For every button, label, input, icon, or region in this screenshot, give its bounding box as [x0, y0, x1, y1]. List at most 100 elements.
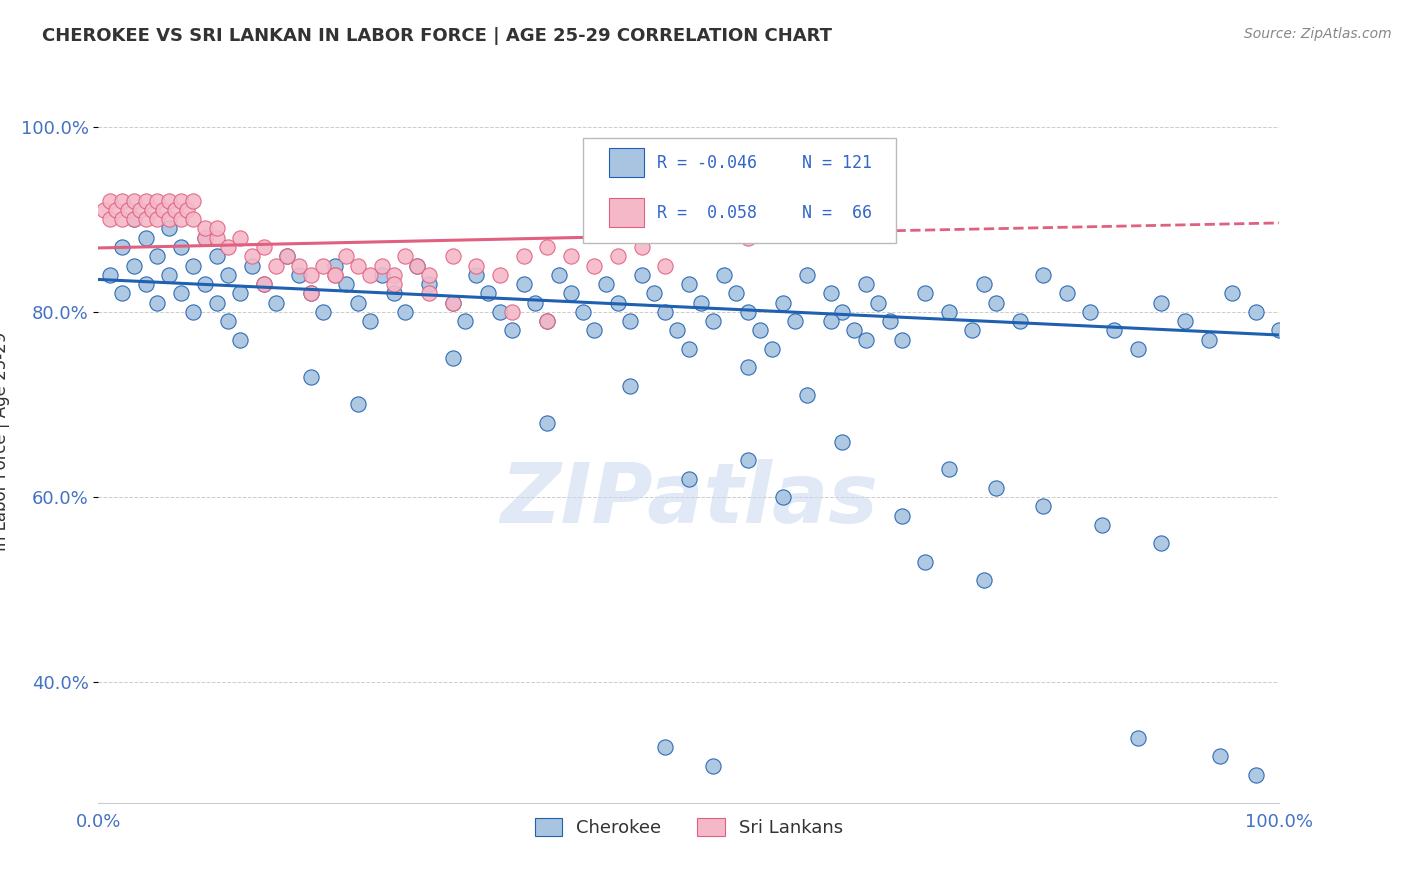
Point	[205, 231, 228, 245]
Point	[157, 194, 180, 208]
Point	[146, 212, 169, 227]
Point	[217, 268, 239, 282]
Point	[135, 231, 157, 245]
Point	[512, 249, 534, 263]
Point	[855, 333, 877, 347]
Point	[583, 259, 606, 273]
FancyBboxPatch shape	[609, 148, 644, 178]
Point	[229, 231, 252, 245]
Point	[98, 268, 121, 282]
Point	[914, 286, 936, 301]
Point	[170, 286, 193, 301]
Legend: Cherokee, Sri Lankans: Cherokee, Sri Lankans	[527, 811, 851, 845]
Point	[548, 268, 571, 282]
Point	[122, 194, 145, 208]
Point	[761, 342, 783, 356]
Point	[962, 323, 984, 337]
Point	[772, 490, 794, 504]
Point	[678, 342, 700, 356]
Point	[157, 268, 180, 282]
Point	[748, 323, 770, 337]
Point	[1150, 295, 1173, 310]
Point	[643, 286, 665, 301]
Point	[785, 314, 807, 328]
Text: N =  66: N = 66	[803, 203, 872, 221]
Point	[984, 295, 1007, 310]
Point	[170, 194, 193, 208]
Point	[571, 305, 593, 319]
Point	[347, 295, 370, 310]
Point	[299, 268, 322, 282]
Point	[441, 351, 464, 366]
Point	[181, 259, 204, 273]
Point	[1102, 323, 1125, 337]
Point	[240, 259, 263, 273]
Point	[1032, 500, 1054, 514]
Point	[607, 249, 630, 263]
Point	[205, 249, 228, 263]
Text: CHEROKEE VS SRI LANKAN IN LABOR FORCE | AGE 25-29 CORRELATION CHART: CHEROKEE VS SRI LANKAN IN LABOR FORCE | …	[42, 27, 832, 45]
Point	[312, 259, 335, 273]
Point	[501, 323, 523, 337]
Text: R =  0.058: R = 0.058	[657, 203, 756, 221]
Point	[465, 268, 488, 282]
Text: Source: ZipAtlas.com: Source: ZipAtlas.com	[1244, 27, 1392, 41]
Point	[560, 249, 582, 263]
Point	[524, 295, 547, 310]
Point	[205, 221, 228, 235]
Point	[122, 259, 145, 273]
Point	[536, 240, 558, 254]
Point	[394, 249, 416, 263]
Point	[406, 259, 429, 273]
Point	[146, 194, 169, 208]
Point	[973, 277, 995, 291]
Point	[1080, 305, 1102, 319]
Point	[194, 277, 217, 291]
Point	[253, 240, 276, 254]
Point	[122, 212, 145, 227]
Point	[1244, 768, 1267, 782]
Point	[111, 194, 134, 208]
Point	[170, 240, 193, 254]
Point	[702, 314, 724, 328]
Point	[406, 259, 429, 273]
Point	[844, 323, 866, 337]
Point	[122, 212, 145, 227]
Point	[276, 249, 298, 263]
Point	[359, 314, 381, 328]
Point	[1126, 342, 1149, 356]
Point	[1268, 323, 1291, 337]
Point	[453, 314, 475, 328]
Point	[170, 212, 193, 227]
Point	[217, 314, 239, 328]
Point	[796, 388, 818, 402]
Point	[831, 434, 853, 449]
Point	[194, 221, 217, 235]
Point	[394, 305, 416, 319]
Point	[477, 286, 499, 301]
Point	[157, 221, 180, 235]
Point	[146, 249, 169, 263]
Point	[441, 295, 464, 310]
Point	[737, 360, 759, 375]
Point	[146, 295, 169, 310]
Point	[323, 259, 346, 273]
Point	[205, 295, 228, 310]
Point	[347, 397, 370, 411]
Point	[1126, 731, 1149, 745]
FancyBboxPatch shape	[609, 198, 644, 227]
Point	[630, 268, 652, 282]
Point	[820, 286, 842, 301]
Point	[536, 416, 558, 430]
Point	[194, 231, 217, 245]
Point	[165, 202, 187, 217]
Point	[299, 286, 322, 301]
Point	[418, 286, 440, 301]
Point	[441, 249, 464, 263]
Point	[820, 314, 842, 328]
Point	[359, 268, 381, 282]
Point	[654, 740, 676, 755]
Point	[135, 277, 157, 291]
Point	[253, 277, 276, 291]
Point	[866, 295, 889, 310]
